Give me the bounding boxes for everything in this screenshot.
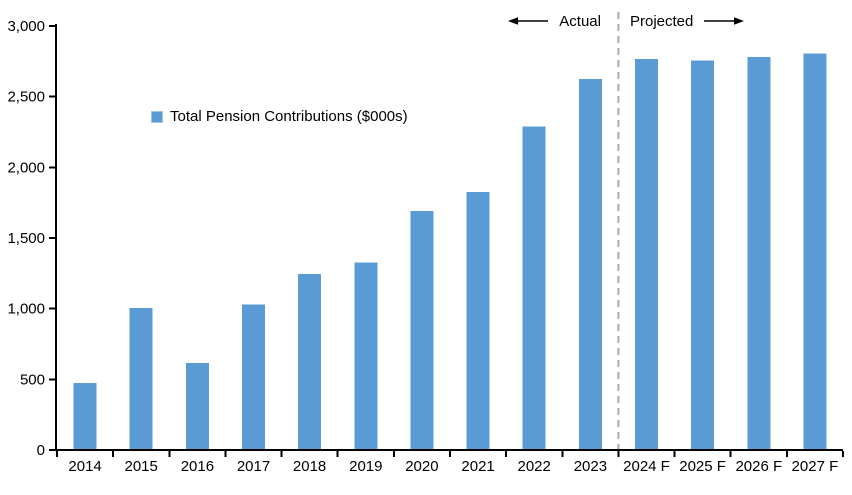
legend-label: Total Pension Contributions ($000s) xyxy=(170,108,408,125)
x-category-label: 2016 xyxy=(181,458,214,475)
y-tick-label: 0 xyxy=(37,442,45,459)
x-category-label: 2024 F xyxy=(623,458,670,475)
x-category-label: 2018 xyxy=(293,458,326,475)
bar-2023 xyxy=(578,79,602,449)
bar-2017 xyxy=(242,304,265,449)
bar-2016 xyxy=(185,363,209,449)
y-tick-label: 1,500 xyxy=(7,230,45,247)
x-category-label: 2017 xyxy=(237,458,270,475)
x-category-label: 2022 xyxy=(518,458,551,475)
y-tick-label: 2,500 xyxy=(7,89,45,106)
x-category-label: 2019 xyxy=(349,458,382,475)
projected-label: Projected xyxy=(630,12,694,30)
bar-2024-f xyxy=(635,59,658,449)
bar-2014 xyxy=(73,382,97,449)
actual-label: Actual xyxy=(559,12,601,30)
bar-2019 xyxy=(354,262,378,449)
x-category-label: 2014 xyxy=(68,458,101,475)
x-category-label: 2020 xyxy=(405,458,438,475)
x-category-label: 2023 xyxy=(574,458,607,475)
y-tick-label: 3,000 xyxy=(7,18,45,35)
bar-2027-f xyxy=(803,53,827,449)
y-tick-label: 1,000 xyxy=(7,301,45,318)
x-category-label: 2015 xyxy=(125,458,158,475)
bar-2018 xyxy=(298,274,322,449)
actual-annotation: Actual xyxy=(507,12,601,30)
projected-annotation: Projected xyxy=(630,12,745,30)
y-tick-label: 500 xyxy=(20,371,45,388)
right-arrow-icon xyxy=(704,17,745,25)
bar-2020 xyxy=(410,211,434,449)
bar-2026-f xyxy=(747,57,771,449)
x-category-label: 2025 F xyxy=(679,458,726,475)
legend: Total Pension Contributions ($000s) xyxy=(151,108,408,125)
bar-2025-f xyxy=(691,60,715,449)
x-category-label: 2027 F xyxy=(792,458,839,475)
y-tick-label: 2,000 xyxy=(7,159,45,176)
bar-2022 xyxy=(522,126,546,450)
x-category-label: 2021 xyxy=(461,458,494,475)
bar-2015 xyxy=(129,308,153,449)
left-arrow-icon xyxy=(508,17,549,25)
x-category-label: 2026 F xyxy=(735,458,782,475)
bar-2021 xyxy=(466,192,490,449)
legend-swatch-icon xyxy=(151,110,163,123)
